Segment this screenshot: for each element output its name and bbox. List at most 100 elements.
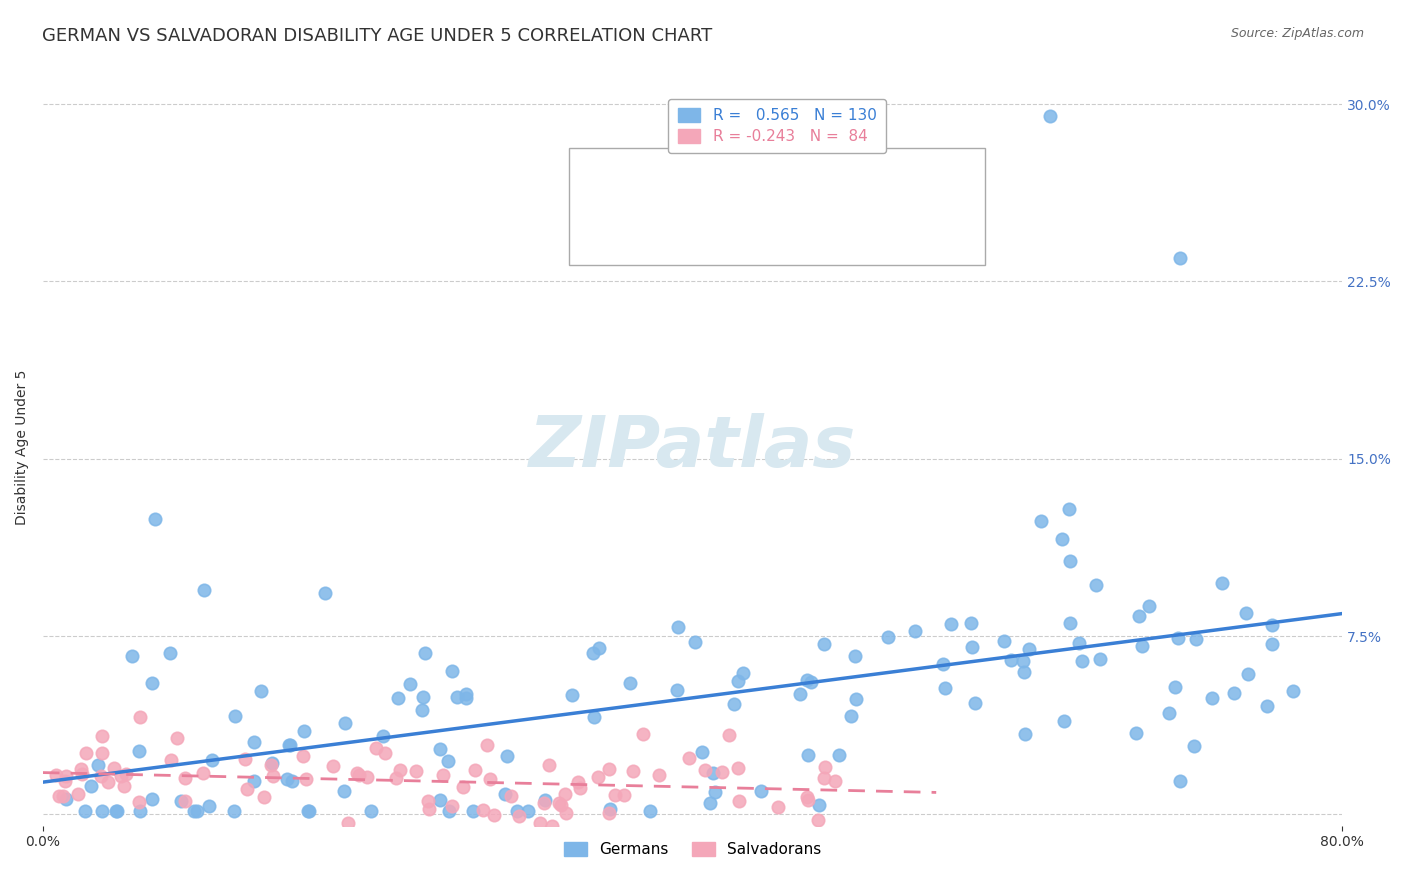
Point [66,787,89,801]
Point [128,744,150,758]
Point [1237,666,1260,681]
Point [385,771,408,785]
Point [540,819,562,833]
Point [1053,714,1076,728]
Point [690,745,713,759]
Point [599,802,621,816]
Point [174,771,197,785]
Point [529,815,551,830]
Point [582,709,605,723]
Point [796,673,818,688]
Point [718,728,741,742]
Point [813,637,835,651]
Point [90,746,112,760]
Point [371,729,394,743]
Point [129,710,152,724]
Point [429,742,451,756]
Point [262,756,284,770]
Point [314,585,336,599]
Point [193,766,215,780]
Point [360,805,382,819]
Point [1014,727,1036,741]
Point [91,805,114,819]
Point [454,688,477,702]
Point [1057,502,1080,516]
Point [411,703,433,717]
Point [665,683,688,698]
Point [796,790,818,805]
Point [80,780,103,794]
Point [278,738,301,752]
Point [586,770,609,784]
Point [1201,691,1223,706]
Point [55,791,77,805]
Point [374,746,396,760]
Point [723,697,745,711]
Text: ZIPatlas: ZIPatlas [529,413,856,482]
Point [159,646,181,660]
Point [824,773,846,788]
Point [1052,532,1074,546]
Point [1012,655,1035,669]
Point [789,688,811,702]
Point [166,731,188,745]
Point [960,616,983,631]
Point [702,765,724,780]
Point [260,757,283,772]
Legend: Germans, Salvadorans: Germans, Salvadorans [558,836,827,863]
Point [197,799,219,814]
Point [145,512,167,526]
FancyBboxPatch shape [569,148,986,265]
Point [827,747,849,762]
Point [1168,251,1191,265]
Point [621,764,644,779]
Point [243,773,266,788]
Point [683,635,706,649]
Point [963,696,986,710]
Point [201,753,224,767]
Point [333,783,356,797]
Point [1137,599,1160,613]
Point [277,738,299,752]
Point [506,805,529,819]
Point [1182,739,1205,753]
Point [844,648,866,663]
Point [631,727,654,741]
Point [186,805,208,819]
Point [768,800,790,814]
Point [405,764,427,779]
Point [796,793,818,807]
Point [1125,726,1147,740]
Point [103,761,125,775]
Point [839,709,862,723]
Point [582,646,605,660]
Point [496,749,519,764]
Point [129,805,152,819]
Point [1261,637,1284,651]
Point [1211,576,1233,591]
Point [281,774,304,789]
Point [1261,618,1284,632]
Point [193,583,215,598]
Point [1084,578,1107,592]
Point [90,769,112,783]
Point [364,741,387,756]
Point [418,801,440,815]
Point [508,809,530,823]
Point [1059,554,1081,568]
Point [160,752,183,766]
Point [418,794,440,808]
Point [554,805,576,820]
Point [52,789,75,804]
Point [387,690,409,705]
Point [478,772,501,786]
Point [112,779,135,793]
Point [588,641,610,656]
Point [1090,652,1112,666]
Point [429,793,451,807]
Point [224,709,246,723]
Point [1256,698,1278,713]
Point [668,620,690,634]
Point [461,805,484,819]
Point [598,762,620,776]
